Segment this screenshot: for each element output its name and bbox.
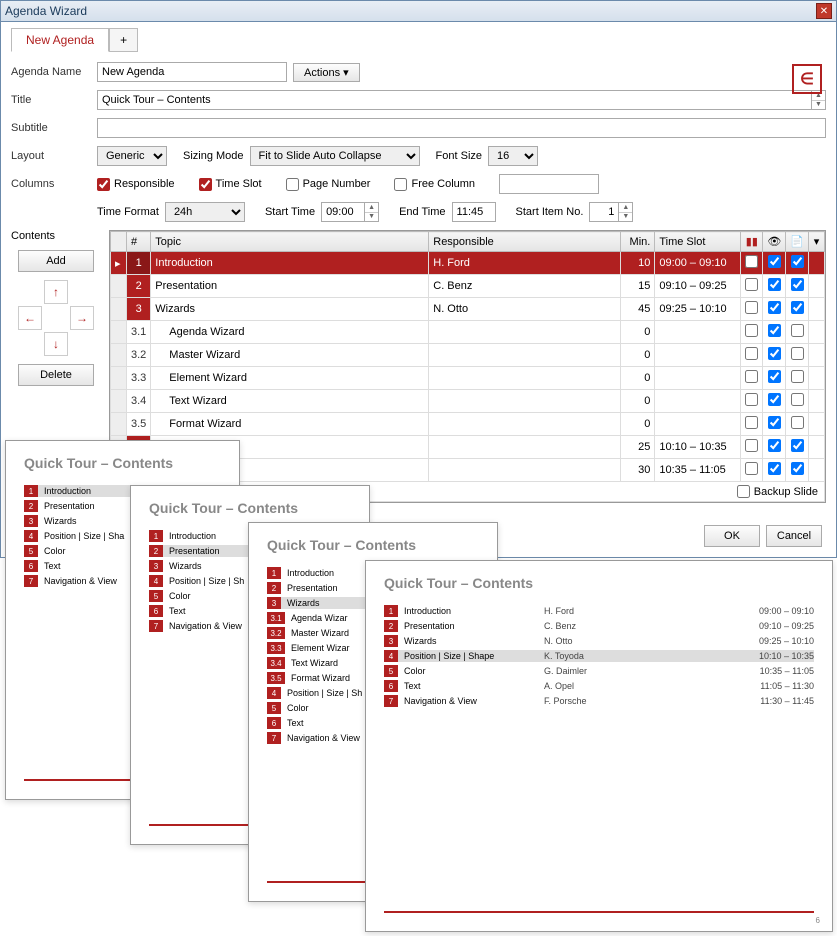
col-min[interactable]: Min.	[621, 232, 655, 252]
sizing-mode-select[interactable]: Fit to Slide Auto Collapse	[250, 146, 420, 166]
col-menu-icon[interactable]: ▾	[809, 232, 825, 252]
contents-label: Contents	[11, 230, 55, 242]
subtitle-input[interactable]	[97, 118, 826, 138]
start-item-input[interactable]	[589, 202, 619, 222]
arrow-up-icon[interactable]: ↑	[44, 280, 68, 304]
cancel-button[interactable]: Cancel	[766, 525, 822, 547]
col-num[interactable]: #	[127, 232, 151, 252]
col-eye-icon[interactable]: 👁	[763, 232, 786, 252]
chk-timeslot[interactable]	[199, 178, 212, 191]
arrow-right-icon[interactable]: →	[70, 306, 94, 330]
end-time-label: End Time	[399, 206, 445, 218]
col-responsible[interactable]: Responsible	[429, 232, 621, 252]
end-time-input[interactable]	[452, 202, 496, 222]
tab-add[interactable]: +	[109, 28, 138, 52]
titlebar: Agenda Wizard ✕	[0, 0, 837, 22]
actions-button[interactable]: Actions ▾	[293, 63, 360, 82]
start-item-label: Start Item No.	[516, 206, 584, 218]
columns-label: Columns	[11, 178, 91, 190]
font-size-label: Font Size	[436, 150, 482, 162]
layout-label: Layout	[11, 150, 91, 162]
title-input[interactable]	[97, 90, 812, 110]
app-logo-icon: ∈	[792, 64, 822, 94]
time-format-select[interactable]: 24h	[165, 202, 245, 222]
table-row[interactable]: 3.2Master Wizard0	[111, 344, 825, 367]
layout-select[interactable]: Generic	[97, 146, 167, 166]
table-row[interactable]: 3.1Agenda Wizard0	[111, 321, 825, 344]
start-item-spin[interactable]: ▲▼	[619, 202, 633, 222]
table-row[interactable]: ▸1IntroductionH. Ford1009:00 – 09:10	[111, 252, 825, 275]
chk-freecolumn[interactable]	[394, 178, 407, 191]
table-row[interactable]: 3.3Element Wizard0	[111, 367, 825, 390]
chk-backup[interactable]	[737, 485, 750, 498]
tab-new-agenda[interactable]: New Agenda	[11, 28, 109, 52]
agenda-name-label: Agenda Name	[11, 66, 91, 78]
tabbar: New Agenda +	[11, 28, 826, 52]
close-icon[interactable]: ✕	[816, 3, 832, 19]
table-row[interactable]: 2PresentationC. Benz1509:10 – 09:25	[111, 275, 825, 298]
sizing-mode-label: Sizing Mode	[183, 150, 244, 162]
title-label: Title	[11, 94, 91, 106]
table-row[interactable]: 3WizardsN. Otto4509:25 – 10:10	[111, 298, 825, 321]
font-size-select[interactable]: 16	[488, 146, 538, 166]
start-time-label: Start Time	[265, 206, 315, 218]
col-timeslot[interactable]: Time Slot	[655, 232, 741, 252]
window-title: Agenda Wizard	[5, 4, 87, 18]
table-row[interactable]: 3.5Format Wizard0	[111, 413, 825, 436]
arrow-pad: ↑ ← → ↓	[18, 280, 94, 356]
col-flag1-icon[interactable]: ▮▮	[741, 232, 763, 252]
table-row[interactable]: 3.4Text Wizard0	[111, 390, 825, 413]
time-format-label: Time Format	[97, 206, 159, 218]
subtitle-label: Subtitle	[11, 122, 91, 134]
add-button[interactable]: Add	[18, 250, 94, 272]
col-topic[interactable]: Topic	[151, 232, 429, 252]
freecolumn-input[interactable]	[499, 174, 599, 194]
arrow-left-icon[interactable]: ←	[18, 306, 42, 330]
col-page-icon[interactable]: 📄	[786, 232, 809, 252]
preview-slide: Quick Tour – Contents1IntroductionH. For…	[365, 560, 833, 932]
arrow-down-icon[interactable]: ↓	[44, 332, 68, 356]
start-time-spin[interactable]: ▲▼	[365, 202, 379, 222]
delete-button[interactable]: Delete	[18, 364, 94, 386]
chk-responsible[interactable]	[97, 178, 110, 191]
chk-pagenumber[interactable]	[286, 178, 299, 191]
agenda-name-input[interactable]	[97, 62, 287, 82]
start-time-input[interactable]	[321, 202, 365, 222]
ok-button[interactable]: OK	[704, 525, 760, 547]
